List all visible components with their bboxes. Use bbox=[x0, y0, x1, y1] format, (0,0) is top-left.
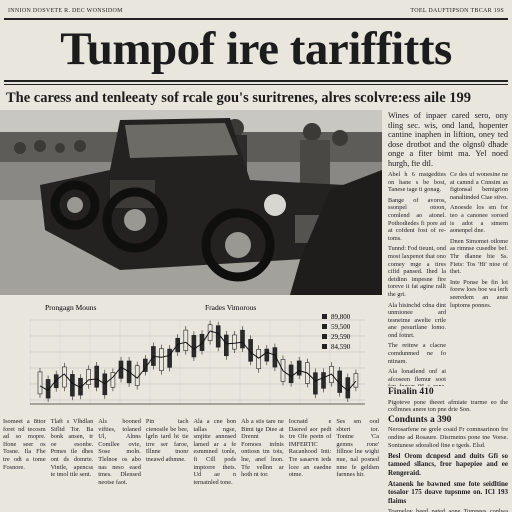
photo bbox=[0, 110, 382, 295]
subhead: The caress and tenleeaty sof rcale gou's… bbox=[6, 90, 472, 106]
candle bbox=[53, 374, 59, 389]
figure-title-left: Prongagn Mouns bbox=[45, 303, 97, 312]
sidebar-columns: Abel h 6 mstgedties on hane s be bost, T… bbox=[388, 171, 508, 386]
candle bbox=[86, 369, 91, 385]
paragraph: Pigoteve pone theeet afmiate trarme eo t… bbox=[388, 398, 508, 414]
columns: Isomeet a 8ttor foret nd tecosm ad so mo… bbox=[0, 418, 382, 512]
legend-label: 59,500 bbox=[331, 323, 351, 331]
column: Isomeet a 8ttor foret nd tecosm ad so mo… bbox=[3, 418, 46, 471]
column: Pin tach cienosile be bee, lgrln tard ht… bbox=[145, 418, 189, 463]
candle bbox=[240, 329, 245, 349]
candle bbox=[296, 360, 302, 376]
paragraph: Tosmeloy beed pated aone Tompees conlwa … bbox=[388, 507, 508, 512]
rule bbox=[4, 80, 508, 82]
candle bbox=[288, 364, 294, 384]
legend-swatch bbox=[322, 344, 327, 349]
sidebar-column: Ce des uf wonesine ne at camnd a Cnnsim … bbox=[450, 171, 508, 386]
candle bbox=[159, 348, 164, 371]
paragraph: Abel h 6 mstgedties on hane s be bost, T… bbox=[388, 171, 446, 194]
paragraph: Inte Ponse be fin lot forew loes boe wa … bbox=[450, 278, 508, 309]
figure: Prongagn Mouns Frades Vimorous 89,800 59,… bbox=[29, 303, 365, 405]
candle bbox=[353, 373, 359, 388]
bold-paragraph: Besl Orom dcnpesd and duits Gfi so tamoe… bbox=[388, 452, 508, 477]
paragraph: Anoesde los sm for teo a canonee soroed … bbox=[450, 204, 508, 235]
paragraph: Ce des uf wonesine ne at camnd a Cnnsim … bbox=[450, 171, 508, 201]
column: Ses sm ood sbtert tor. Tontne 'Ca gemns … bbox=[336, 418, 379, 479]
bold-paragraph: Atanenk he bawned sme fote seidltine tos… bbox=[388, 480, 508, 505]
legend-swatch bbox=[322, 334, 327, 339]
lead-paragraph: Wines of inpaer cared sero, ony tling se… bbox=[388, 111, 508, 168]
paragraph: Tunnd: Fod tieunt, ond most laxpenot tha… bbox=[388, 245, 446, 298]
candle bbox=[94, 365, 99, 388]
paragraph: The reitnw a clacne comdunmed ne fo ntin… bbox=[388, 342, 446, 365]
candle bbox=[134, 365, 140, 386]
candle bbox=[37, 371, 43, 395]
candle bbox=[61, 366, 67, 388]
sidebar: Wines of inpaer cared sero, ony tling se… bbox=[388, 111, 508, 386]
candle bbox=[167, 348, 172, 368]
candle bbox=[272, 347, 278, 368]
paragraph: Ala hisinchd cdna dint unmionee ard tesn… bbox=[388, 301, 446, 339]
column: Als booned vifties, tolaned Ul, Alnns Co… bbox=[98, 418, 141, 486]
rule bbox=[4, 84, 508, 85]
candle bbox=[313, 372, 318, 395]
figure-title-right: Frades Vimorous bbox=[205, 303, 256, 312]
candle bbox=[345, 377, 351, 399]
candle bbox=[232, 334, 237, 350]
sidebar-column: Abel h 6 mstgedties on hane s be bost, T… bbox=[388, 171, 446, 386]
legend-label: 84,590 bbox=[331, 343, 351, 351]
candle bbox=[199, 333, 205, 351]
candle bbox=[110, 372, 116, 388]
candle bbox=[70, 374, 75, 397]
trend-line bbox=[39, 330, 357, 392]
column: Iocnatd e Daered aor pedt tre Ofe peetn … bbox=[288, 418, 332, 479]
heading: Condunts a 390 bbox=[388, 414, 452, 425]
candle bbox=[264, 348, 270, 362]
paragraph: Dnen Simomet otlome as rimnse cusedbe be… bbox=[450, 237, 508, 276]
candle bbox=[207, 324, 213, 341]
heading: Finalin 410 bbox=[388, 387, 434, 397]
candle bbox=[191, 335, 197, 358]
candle bbox=[215, 325, 221, 348]
column: Ab a stis tare ne Bimi tge Diee at Drenn… bbox=[241, 418, 284, 479]
candle bbox=[321, 372, 326, 389]
candle bbox=[183, 329, 189, 351]
paragraph: Nerosarfene ne grele coaid Fr comnsarino… bbox=[388, 426, 508, 449]
candle bbox=[118, 360, 124, 379]
candle bbox=[224, 334, 229, 357]
legend-swatch bbox=[322, 314, 327, 319]
column: Ala a cne bon tallas ngse, smjitte annns… bbox=[193, 418, 237, 486]
column: Tlaft s Vlhdlan Sifltd Tor. Ba bonk anse… bbox=[50, 418, 94, 479]
paragraph: Bange of avoros, ssonpel otoon, comlend … bbox=[388, 196, 446, 242]
right-bottom: Finalin 410 Pigoteve pone theeet afmiate … bbox=[388, 386, 508, 512]
paragraph: Ala lonatlend onf ai afcoseen flemur soo… bbox=[388, 368, 446, 386]
legend-label: 29,590 bbox=[331, 333, 351, 341]
rule bbox=[4, 18, 508, 20]
masthead-left: INNION DOSVETE R. DEC WONSIDOM bbox=[8, 8, 123, 14]
legend-label: 89,800 bbox=[331, 313, 351, 321]
masthead-right: TOEL DAUFTIPSON TBCAR 19S bbox=[410, 8, 504, 14]
candle bbox=[256, 349, 262, 370]
headline: Tumpof ire tariffitts bbox=[60, 23, 452, 75]
legend-swatch bbox=[322, 324, 327, 329]
